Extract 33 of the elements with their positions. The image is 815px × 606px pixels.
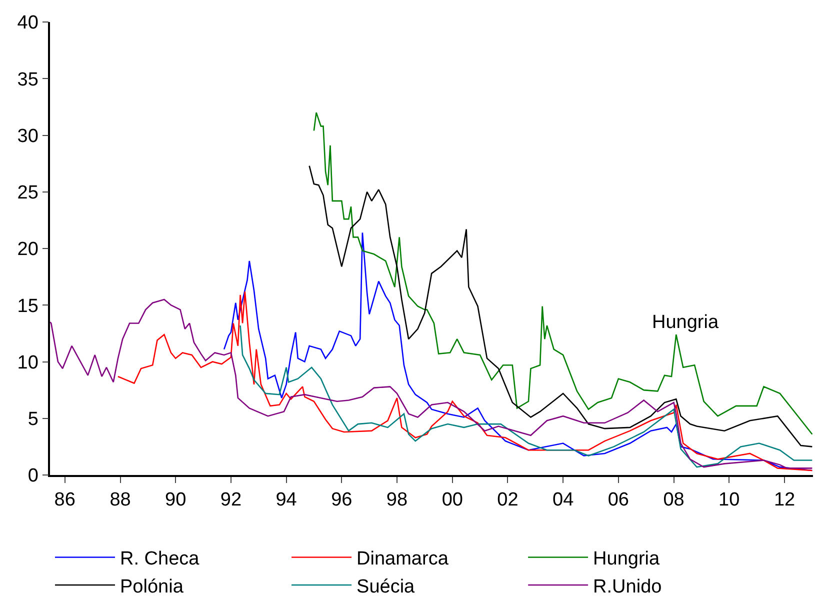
line-series xyxy=(313,112,813,435)
legend-label: Polónia xyxy=(120,576,184,598)
x-tick-label: 88 xyxy=(110,490,131,511)
legend-label: Suécia xyxy=(356,576,416,598)
legend-label: R. Checa xyxy=(120,548,200,570)
legend-label: Hungria xyxy=(593,548,660,570)
y-tick-label: 35 xyxy=(17,69,38,90)
x-tick-label: 08 xyxy=(663,490,684,511)
x-tick-label: 10 xyxy=(718,490,740,511)
y-tick-label: 15 xyxy=(17,296,38,317)
legend-label: R.Unido xyxy=(593,576,662,598)
x-tick-label: 98 xyxy=(386,490,408,511)
x-tick-label: 00 xyxy=(442,490,463,511)
y-tick-label: 10 xyxy=(17,352,38,374)
x-tick-label: 12 xyxy=(774,490,796,511)
y-tick-label: 40 xyxy=(17,12,38,34)
x-tick-label: 86 xyxy=(54,490,76,511)
x-tick-label: 96 xyxy=(331,490,352,511)
annotation: Hungria xyxy=(652,312,719,333)
line-series xyxy=(223,232,813,472)
x-tick-label: 04 xyxy=(552,490,574,511)
x-tick-label: 06 xyxy=(608,490,629,511)
y-tick-label: 30 xyxy=(17,126,38,147)
line-series xyxy=(308,165,813,448)
x-tick-label: 90 xyxy=(164,490,186,511)
y-tick-label: 20 xyxy=(17,239,38,260)
legend-label: Dinamarca xyxy=(356,548,449,570)
y-tick-label: 0 xyxy=(28,466,38,487)
y-tick-label: 25 xyxy=(17,182,38,204)
y-tick-label: 5 xyxy=(28,409,38,430)
x-tick-label: 02 xyxy=(497,490,518,511)
x-tick-label: 94 xyxy=(276,490,298,511)
x-tick-label: 92 xyxy=(220,490,242,511)
